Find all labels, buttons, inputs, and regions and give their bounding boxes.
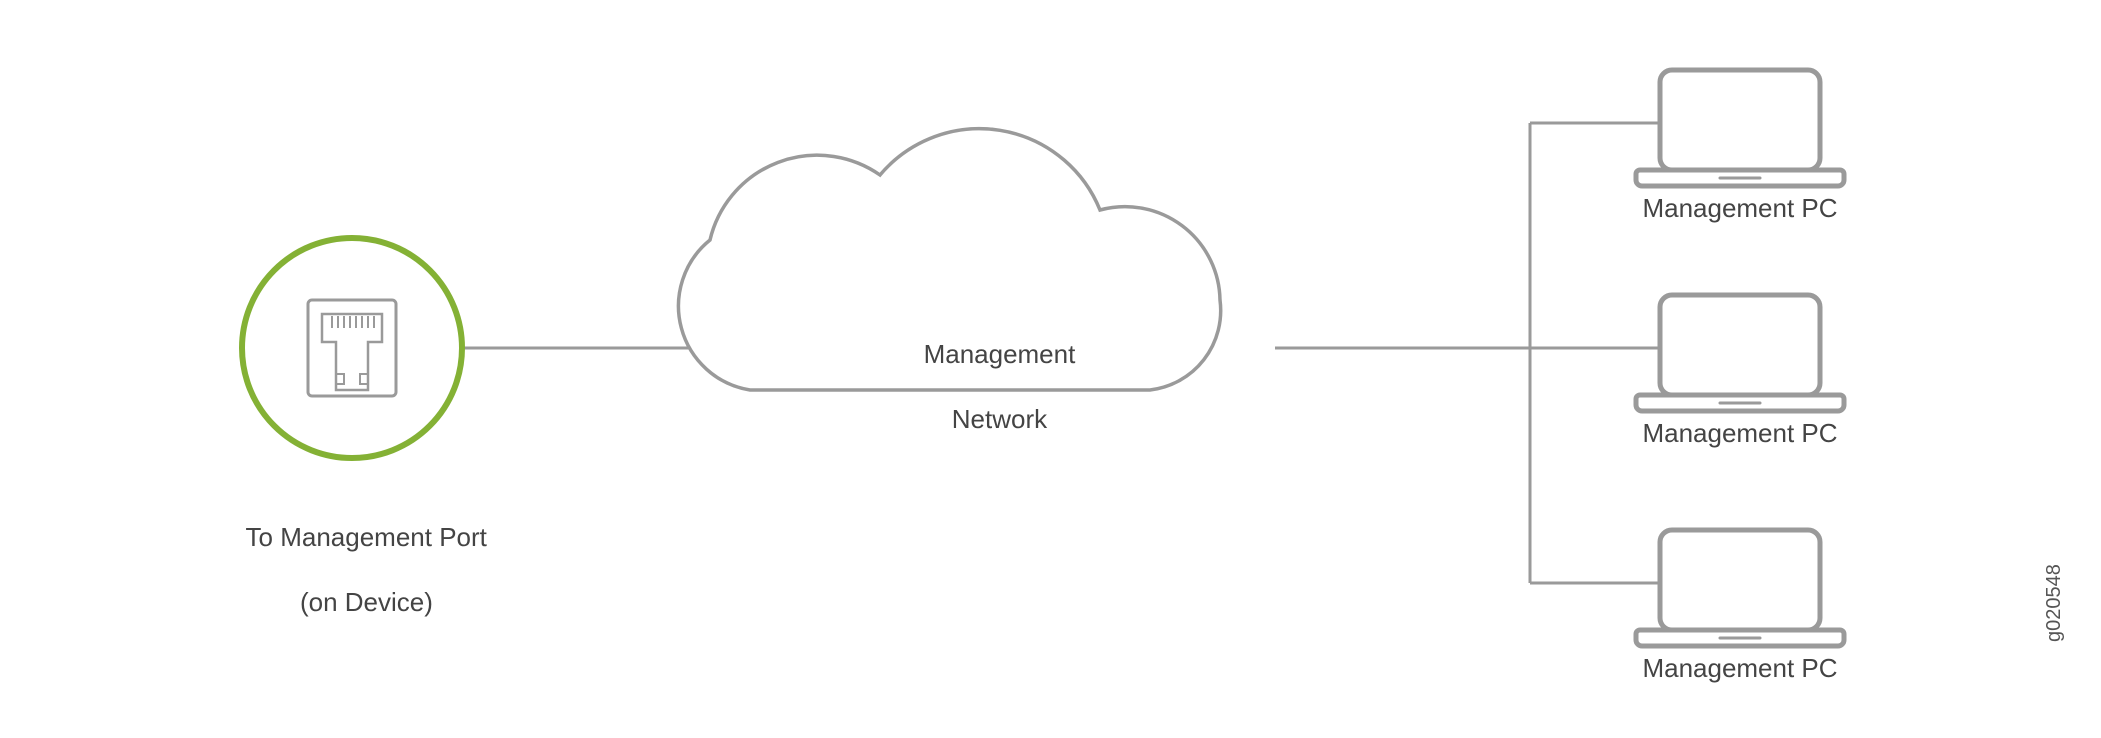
laptop-1-label: Management PC [1642, 192, 1837, 225]
laptop-2-label: Management PC [1642, 417, 1837, 450]
laptop-3 [1636, 530, 1844, 646]
cloud-label-line1: Management [924, 339, 1076, 369]
cloud-label-line2: Network [952, 404, 1047, 434]
management-port-node [242, 238, 462, 458]
port-label-line2: (on Device) [300, 587, 433, 617]
laptop-3-label: Management PC [1642, 652, 1837, 685]
image-id: g020548 [2043, 564, 2066, 642]
port-label: To Management Port (on Device) [217, 488, 487, 651]
port-label-line1: To Management Port [246, 522, 487, 552]
laptop-2 [1636, 295, 1844, 411]
cloud-label: Management Network [895, 305, 1076, 468]
rj45-icon [308, 300, 396, 396]
laptop-1 [1636, 70, 1844, 186]
diagram-stage: To Management Port (on Device) Managemen… [0, 0, 2101, 738]
